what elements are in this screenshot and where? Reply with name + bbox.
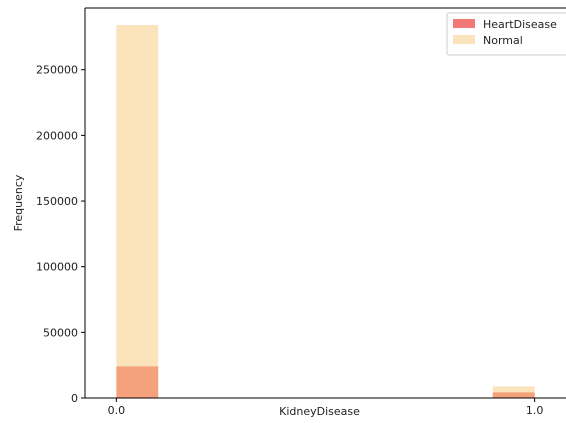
x-axis-label: KidneyDisease [279,405,360,418]
legend-swatch-heartdisease [453,19,475,28]
y-tick-label: 250000 [36,64,78,77]
bar-normal-1 [492,386,535,398]
axes-layer: 0 50000 100000 150000 200000 250000 0.0 1.0 Kidn… [12,7,566,418]
y-tick-label: 100000 [36,261,78,274]
legend: HeartDisease Normal [446,12,566,56]
bar-heartdisease-0 [116,366,159,398]
y-tick-label: 0 [71,392,78,405]
legend-swatch-normal [453,35,475,44]
y-tick-label: 150000 [36,195,78,208]
y-axis-label: Frequency [12,174,25,231]
x-tick-label: 0.0 [108,404,126,417]
legend-label-heartdisease: HeartDisease [483,18,557,31]
bars-layer [116,25,535,398]
y-tick-label: 200000 [36,129,78,142]
y-tick-label: 50000 [43,326,78,339]
legend-label-normal: Normal [483,34,523,47]
bar-normal-0 [116,25,159,398]
legend-box [446,12,566,56]
x-tick-label: 1.0 [526,404,544,417]
bar-heartdisease-1 [492,392,535,398]
